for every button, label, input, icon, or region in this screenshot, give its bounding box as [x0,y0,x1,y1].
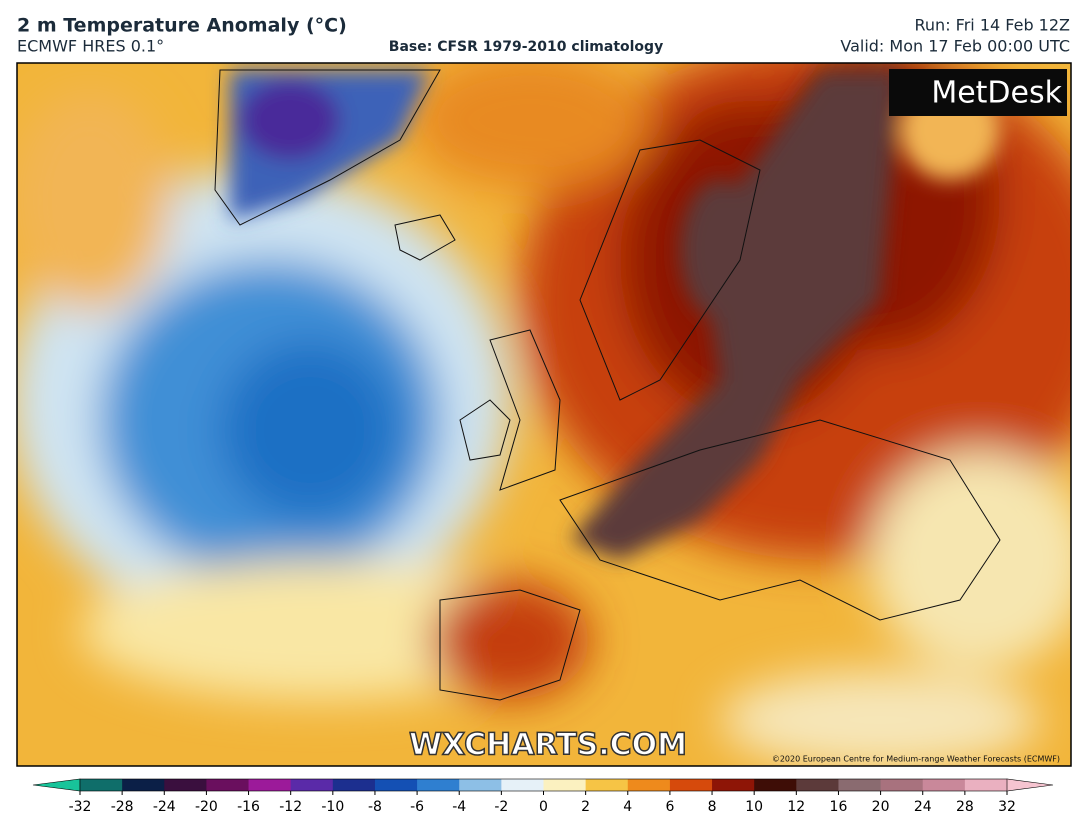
model: ECMWF HRES 0.1° [17,37,164,56]
colorbar-tick-label: 32 [998,799,1016,815]
colorbar-tick-label: 10 [745,799,763,815]
colorbar-swatch [627,779,671,791]
colorbar-tick-label: 12 [787,799,805,815]
colorbar-tick-label: -8 [368,799,382,815]
colorbar-swatch [290,779,334,791]
watermark: WXCHARTS.COM [409,728,687,763]
colorbar-tick-label: -28 [111,799,134,815]
colorbar-swatch [796,779,839,791]
valid: Valid: Mon 17 Feb 00:00 UTC [840,37,1070,56]
colorbar-swatch [585,779,629,791]
colorbar-swatch [922,779,966,791]
colorbar-tick-label: -32 [69,799,92,815]
colorbar-tick-label: 6 [665,799,674,815]
colorbar-swatch [669,779,713,791]
colorbar-swatch [122,779,165,791]
colorbar-swatch [880,779,924,791]
colorbar-tick-label: -2 [494,799,508,815]
colorbar-tick-label: -4 [452,799,466,815]
colorbar-swatch [206,779,250,791]
colorbar-swatch [754,779,797,791]
colorbar-tick-label: 8 [708,799,717,815]
title: 2 m Temperature Anomaly (°C) [17,15,347,37]
colorbar-swatch [164,779,207,791]
colorbar-tick-label: -24 [153,799,176,815]
colorbar-swatch [501,779,544,791]
copyright: ©2020 European Centre for Medium-range W… [772,755,1060,764]
colorbar-tick-label: 2 [581,799,590,815]
colorbar-tick-label: -20 [195,799,218,815]
colorbar-tick-label: -16 [237,799,260,815]
colorbar-tick-label: 28 [956,799,974,815]
run: Run: Fri 14 Feb 12Z [915,16,1071,35]
colorbar-tick-label: -6 [410,799,424,815]
colorbar-tick-label: -10 [321,799,344,815]
colorbar-swatch [417,779,460,791]
colorbar-over [1006,778,1054,792]
colorbar-tick-label: 0 [539,799,548,815]
colorbar: -32 -28 -24 -20 -16 -12 -10 -8 -6 -4 -2 0 2 4 6 8 10 12 16… [32,778,1054,815]
colorbar-tick-label: 24 [914,799,932,815]
colorbar-swatch [374,779,418,791]
colorbar-tick-label: 4 [623,799,632,815]
colorbar-tick-label: 20 [872,799,890,815]
colorbar-tick-label: -12 [279,799,302,815]
logo: MetDesk [931,76,1062,111]
map-frame [16,62,1072,767]
colorbar-swatch [332,779,376,791]
colorbar-under [32,778,81,792]
colorbar-swatch [248,779,292,791]
colorbar-swatch [712,779,755,791]
map: MetDesk WXCHARTS.COM ©2020 European Cent… [17,63,1071,766]
colorbar-swatch [838,779,882,791]
colorbar-swatch [80,779,123,791]
base: Base: CFSR 1979-2010 climatology [389,39,663,55]
colorbar-tick-label: 16 [830,799,848,815]
colorbar-swatch [459,779,502,791]
colorbar-swatch [964,779,1008,791]
colorbar-swatch [543,779,587,791]
